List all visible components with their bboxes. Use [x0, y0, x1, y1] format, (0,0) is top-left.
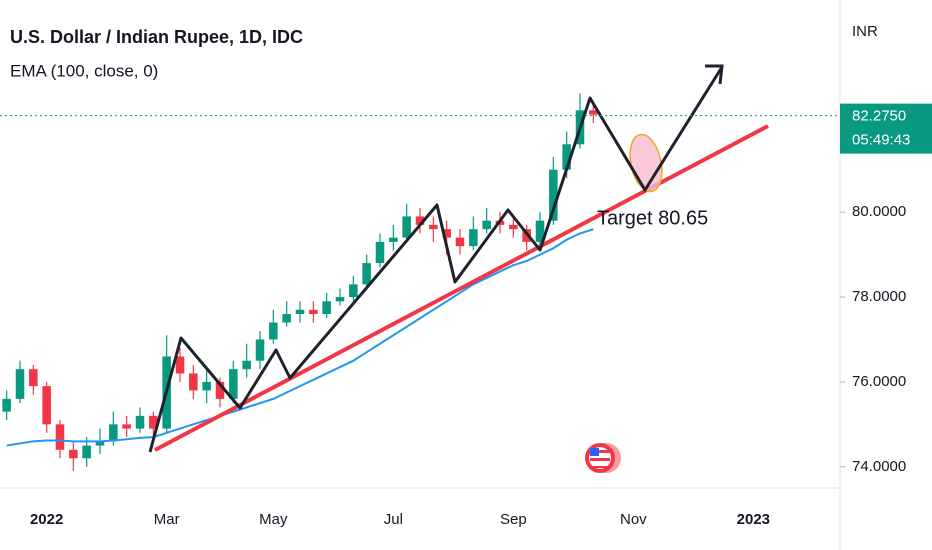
candle-body	[589, 110, 598, 115]
y-tick-label: 78.0000	[852, 288, 906, 305]
x-tick-label: 2022	[30, 511, 63, 528]
ema-line	[6, 228, 594, 447]
candle-body	[269, 322, 278, 340]
candle-body	[335, 297, 345, 302]
indicator-label: EMA (100, close, 0)	[10, 61, 158, 80]
candle-body	[549, 169, 558, 221]
trend-line	[154, 124, 769, 452]
candle-body	[29, 369, 38, 387]
candle-body	[175, 356, 185, 374]
candle-body	[442, 229, 451, 238]
candle-body	[202, 381, 211, 391]
candle-body	[242, 360, 251, 370]
candle-body	[109, 424, 118, 442]
candle-body	[349, 284, 358, 298]
price-tag-value: 82.2750	[852, 108, 906, 125]
x-tick-label: 2023	[737, 511, 770, 528]
y-tick-label: 76.0000	[852, 373, 906, 390]
candle-body	[389, 237, 398, 242]
candle-body	[215, 381, 225, 399]
candle-body	[402, 216, 411, 238]
candle-body	[309, 309, 318, 315]
arrow-head	[705, 64, 724, 85]
candle-body	[229, 369, 238, 399]
candle-body	[135, 415, 145, 429]
candle-body	[415, 216, 425, 225]
x-tick-label: Mar	[154, 511, 180, 528]
annotation: Target 80.65	[597, 207, 708, 229]
candle-body	[69, 449, 78, 459]
x-tick-label: Nov	[620, 511, 647, 528]
currency-label: INR	[852, 23, 878, 40]
y-tick-label: 80.0000	[852, 203, 906, 220]
candle-body	[2, 398, 11, 412]
candle-body	[295, 309, 305, 315]
candle-body	[255, 339, 265, 361]
candle-body	[95, 441, 105, 446]
x-tick-label: Jul	[384, 511, 403, 528]
candle-body	[15, 369, 25, 399]
x-tick-label: May	[259, 511, 288, 528]
candle-body	[375, 241, 385, 264]
candle-body	[42, 386, 51, 425]
x-tick-label: Sep	[500, 511, 527, 528]
candle-body	[362, 263, 371, 285]
candle-body	[189, 373, 198, 391]
candle-body	[429, 224, 438, 230]
price-tag-countdown: 05:49:43	[852, 132, 910, 149]
candle-body	[469, 229, 478, 247]
candle-body	[482, 220, 491, 230]
candle-body	[322, 301, 331, 315]
candle-body	[82, 445, 91, 459]
candle-body	[562, 144, 571, 170]
zigzag-path	[148, 66, 724, 453]
y-tick-label: 74.0000	[852, 458, 906, 475]
candle-body	[455, 237, 465, 247]
price-tag	[840, 103, 932, 154]
flag-icon	[585, 443, 621, 473]
candle-body	[122, 424, 131, 429]
chart-title: U.S. Dollar / Indian Rupee, 1D, IDC	[10, 27, 303, 47]
candle-body	[282, 314, 291, 323]
candle-body	[509, 224, 518, 230]
candle-body	[55, 424, 65, 450]
candle-body	[535, 220, 545, 242]
candle-body	[149, 415, 158, 429]
